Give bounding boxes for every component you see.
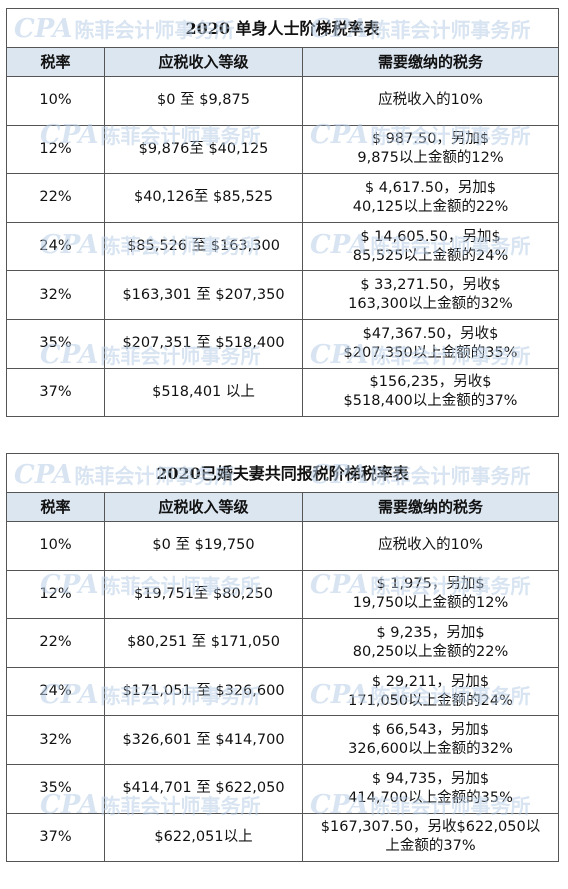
tax-line-1: $ 33,271.50，另收$ (360, 277, 501, 294)
table-row: 22% $80,251 至 $171,050 $ 9,235，另加$ 80,250以上… (6, 618, 560, 668)
tax-line-2: 414,700以上金额的35% (348, 789, 513, 806)
tax-line-2: 9,875以上金额的12% (357, 150, 504, 167)
tax-line-1: $ 987.50，另加$ (371, 131, 490, 148)
table-title: 2020 单身人士阶梯税率表 (6, 8, 559, 48)
rate-cell: 32% (6, 715, 105, 765)
header-tax: 需要缴纳的税务 (302, 47, 559, 77)
rate-cell: 10% (6, 521, 105, 571)
tax-line-2: 85,525以上金额的24% (352, 247, 509, 264)
header-bracket: 应税收入等级 (104, 47, 303, 77)
table-row: 32% $163,301 至 $207,350 $ 33,271.50，另收$ 163… (6, 270, 559, 320)
rate-cell: 24% (6, 666, 105, 717)
bracket-cell: $518,401 以上 (104, 367, 303, 418)
single-tax-table: 2020 单身人士阶梯税率表 税率 应税收入等级 需要缴纳的税务 10% $0 至… (6, 8, 559, 418)
tax-cell: $ 14,605.50，另加$ 85,525以上金额的24% (302, 221, 559, 272)
rate-cell: 10% (6, 76, 105, 126)
tax-cell: $156,235，另收$ $518,400以上金额的37% (302, 367, 559, 418)
tax-line-1: $ 14,605.50，另加$ (360, 228, 501, 245)
rate-cell: 22% (6, 618, 105, 668)
tax-line-2: $518,400以上金额的37% (343, 393, 518, 410)
rate-cell: 37% (6, 367, 105, 418)
tax-line-2: 40,125以上金额的22% (352, 198, 509, 215)
tax-cell: $ 94,735，另加$ 414,700以上金额的35% (301, 763, 560, 814)
rate-cell: 22% (6, 173, 105, 223)
tax-cell: 应税收入的10% (301, 521, 560, 571)
tax-cell: $167,307.50，另收$622,050以 上金额的37% (301, 812, 560, 863)
bracket-cell: $163,301 至 $207,350 (104, 270, 303, 320)
table-row: 37% $518,401 以上 $156,235，另收$ $518,400以上金额的3… (6, 367, 559, 418)
rate-cell: 24% (6, 221, 105, 272)
header-bracket: 应税收入等级 (104, 492, 303, 522)
tax-cell: $ 66,543，另加$ 326,600以上金额的32% (301, 715, 560, 765)
tax-cell: $ 33,271.50，另收$ 163,300以上金额的32% (302, 270, 559, 320)
tax-cell: 应税收入的10% (302, 76, 559, 126)
tax-line-2: 171,050以上金额的24% (348, 692, 513, 709)
tax-line-1: $47,367.50，另收$ (362, 325, 499, 342)
table-row: 24% $85,526 至 $163,300 $ 14,605.50，另加$ 85,5… (6, 221, 559, 272)
tax-cell: $ 4,617.50，另加$ 40,125以上金额的22% (302, 173, 559, 223)
tax-line-1: $ 29,211，另加$ (371, 673, 490, 690)
table-row: 37% $622,051以上 $167,307.50，另收$622,050以 上金额的… (6, 812, 560, 863)
table-row: 22% $40,126至 $85,525 $ 4,617.50，另加$ 40,125以… (6, 173, 559, 223)
tax-line-2: $207,350以上金额的35% (343, 344, 518, 361)
bracket-cell: $19,751至 $80,250 (104, 569, 303, 620)
tax-line-1: $ 1,975，另加$ (376, 576, 485, 593)
bracket-cell: $85,526 至 $163,300 (104, 221, 303, 272)
table-row: 24% $171,051 至 $326,600 $ 29,211，另加$ 171,05… (6, 666, 560, 717)
tax-cell: $47,367.50，另收$ $207,350以上金额的35% (302, 318, 559, 369)
tax-line-2: 80,250以上金额的22% (352, 643, 509, 660)
bracket-cell: $0 至 $19,750 (104, 521, 303, 571)
bracket-cell: $9,876至 $40,125 (104, 124, 303, 175)
header-rate: 税率 (6, 492, 105, 522)
tax-cell: $ 987.50，另加$ 9,875以上金额的12% (302, 124, 559, 175)
tax-line-1: $167,307.50，另收$622,050以 (320, 819, 541, 836)
tax-line-2: 19,750以上金额的12% (352, 595, 509, 612)
bracket-cell: $326,601 至 $414,700 (104, 715, 303, 765)
tax-cell: $ 29,211，另加$ 171,050以上金额的24% (301, 666, 560, 717)
tax-line-2: 326,600以上金额的32% (348, 741, 513, 758)
table-row: 10% $0 至 $19,750 应税收入的10% (6, 521, 560, 571)
table-row: 35% $207,351 至 $518,400 $47,367.50，另收$ $207… (6, 318, 559, 369)
bracket-cell: $622,051以上 (104, 812, 303, 863)
married-tax-table: 2020已婚夫妻共同报税阶梯税率表 税率 应税收入等级 需要缴纳的税务 10% $… (5, 453, 560, 863)
tax-line-1: $ 4,617.50，另加$ (364, 179, 497, 196)
rate-cell: 32% (6, 270, 105, 320)
tax-line-1: 应税收入的10% (378, 537, 483, 554)
bracket-cell: $80,251 至 $171,050 (104, 618, 303, 668)
tax-line-2: 163,300以上金额的32% (348, 296, 513, 313)
bracket-cell: $171,051 至 $326,600 (104, 666, 303, 717)
table-row: 10% $0 至 $9,875 应税收入的10% (6, 76, 559, 126)
tax-line-1: $ 94,735，另加$ (371, 770, 490, 787)
tax-line-1: $ 9,235，另加$ (376, 624, 485, 641)
tax-line-1: $156,235，另收$ (369, 374, 492, 391)
rate-cell: 35% (6, 763, 105, 814)
table-row: 12% $19,751至 $80,250 $ 1,975，另加$ 19,750以上金额… (6, 569, 560, 620)
header-rate: 税率 (6, 47, 105, 77)
bracket-cell: $414,701 至 $622,050 (104, 763, 303, 814)
bracket-cell: $0 至 $9,875 (104, 76, 303, 126)
tax-cell: $ 1,975，另加$ 19,750以上金额的12% (301, 569, 560, 620)
tax-line-1: $ 66,543，另加$ (371, 722, 490, 739)
rate-cell: 37% (6, 812, 105, 863)
tax-line-2: 上金额的37% (385, 838, 476, 855)
bracket-cell: $40,126至 $85,525 (104, 173, 303, 223)
tax-cell: $ 9,235，另加$ 80,250以上金额的22% (301, 618, 560, 668)
table-row: 32% $326,601 至 $414,700 $ 66,543，另加$ 326,60… (6, 715, 560, 765)
rate-cell: 12% (6, 569, 105, 620)
tax-line-1: 应税收入的10% (378, 92, 483, 109)
rate-cell: 35% (6, 318, 105, 369)
table-row: 12% $9,876至 $40,125 $ 987.50，另加$ 9,875以上金额的… (6, 124, 559, 175)
table-title: 2020已婚夫妻共同报税阶梯税率表 (5, 453, 560, 493)
header-tax: 需要缴纳的税务 (301, 492, 560, 522)
rate-cell: 12% (6, 124, 105, 175)
table-row: 35% $414,701 至 $622,050 $ 94,735，另加$ 414,70… (6, 763, 560, 814)
bracket-cell: $207,351 至 $518,400 (104, 318, 303, 369)
